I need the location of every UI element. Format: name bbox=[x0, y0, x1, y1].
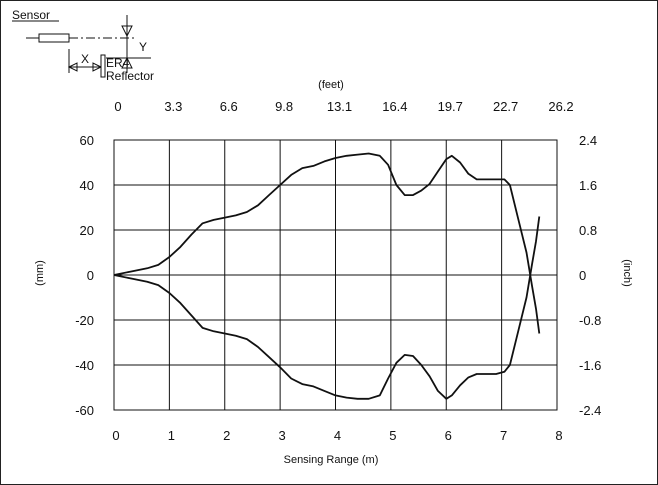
x-dimension-label: X bbox=[81, 52, 89, 66]
x2-axis-title: (feet) bbox=[318, 79, 344, 91]
x-tick-labels: 0 1 2 3 4 5 6 7 8 bbox=[112, 428, 562, 443]
series-layer bbox=[113, 152, 541, 400]
x-tick-label: 3 bbox=[279, 428, 286, 443]
y-tick-label: 60 bbox=[80, 133, 94, 148]
y-tick-label: 40 bbox=[80, 178, 94, 193]
y2-tick-label: -0.8 bbox=[579, 313, 601, 328]
y-axis-title: (mm) bbox=[34, 260, 46, 286]
y-arrow-bottom-icon bbox=[121, 56, 133, 69]
y-tick-label: 20 bbox=[80, 223, 94, 238]
reflector-icon bbox=[100, 54, 106, 78]
x2-tick-labels: 0 3.3 6.6 9.8 13.1 16.4 19.7 22.7 26.2 bbox=[114, 99, 573, 114]
y2-tick-label: 0.8 bbox=[579, 223, 597, 238]
x-tick-label: 5 bbox=[389, 428, 396, 443]
x2-tick-label: 6.6 bbox=[220, 99, 238, 114]
x2-tick-label: 22.7 bbox=[493, 99, 518, 114]
setup-diagram: Sensor Y X ER4 Reflector bbox=[12, 8, 154, 83]
series-line-2 bbox=[113, 216, 541, 400]
reflector-label: Reflector bbox=[106, 69, 154, 83]
y-tick-labels: 60 40 20 0 -20 -40 -60 bbox=[75, 133, 94, 418]
x-tick-label: 1 bbox=[168, 428, 175, 443]
x2-tick-label: 26.2 bbox=[548, 99, 573, 114]
y2-tick-label: 0 bbox=[579, 268, 586, 283]
gridlines bbox=[114, 140, 557, 410]
y-tick-label: 0 bbox=[87, 268, 94, 283]
reflector-model-label: ER4 bbox=[106, 56, 130, 70]
x-tick-label: 6 bbox=[445, 428, 452, 443]
x2-tick-label: 0 bbox=[114, 99, 121, 114]
x2-tick-label: 9.8 bbox=[275, 99, 293, 114]
x-arrow-left-icon bbox=[67, 62, 78, 72]
y2-tick-labels: 2.4 1.6 0.8 0 -0.8 -1.6 -2.4 bbox=[579, 133, 601, 418]
series-line-1 bbox=[113, 152, 541, 334]
x2-tick-label: 19.7 bbox=[438, 99, 463, 114]
y-tick-label: -60 bbox=[75, 403, 94, 418]
sensor-icon bbox=[38, 33, 70, 43]
y-tick-label: -20 bbox=[75, 313, 94, 328]
x-axis-title: Sensing Range (m) bbox=[284, 454, 379, 466]
y2-tick-label: -2.4 bbox=[579, 403, 601, 418]
x2-tick-label: 16.4 bbox=[382, 99, 407, 114]
x-tick-label: 4 bbox=[334, 428, 341, 443]
y-tick-label: -40 bbox=[75, 358, 94, 373]
sensor-label: Sensor bbox=[12, 8, 50, 22]
x-arrow-right-icon bbox=[92, 62, 103, 72]
y2-tick-label: -1.6 bbox=[579, 358, 601, 373]
x-tick-label: 7 bbox=[500, 428, 507, 443]
y2-tick-label: 2.4 bbox=[579, 133, 597, 148]
x-tick-label: 0 bbox=[112, 428, 119, 443]
x-tick-label: 8 bbox=[555, 428, 562, 443]
x2-tick-label: 13.1 bbox=[327, 99, 352, 114]
y2-axis-title: (inch) bbox=[621, 259, 633, 287]
y-arrow-top-icon bbox=[121, 25, 133, 38]
x-tick-label: 2 bbox=[223, 428, 230, 443]
y-dimension-label: Y bbox=[139, 40, 147, 54]
y2-tick-label: 1.6 bbox=[579, 178, 597, 193]
x2-tick-label: 3.3 bbox=[164, 99, 182, 114]
